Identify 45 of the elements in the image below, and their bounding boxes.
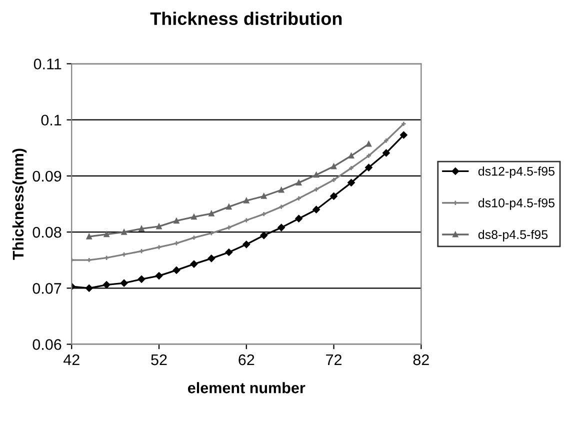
point	[365, 164, 372, 172]
x-tick-label: 42	[63, 354, 80, 366]
x-tick-label: 72	[326, 354, 342, 366]
point	[348, 179, 355, 186]
point	[120, 279, 128, 287]
x-axis-title: element number	[188, 382, 306, 394]
point	[86, 234, 92, 240]
y-tick-label: 0.11	[34, 58, 62, 70]
point	[242, 240, 250, 248]
x-tick-label: 52	[151, 354, 167, 366]
x-tick-label: 82	[413, 354, 429, 366]
point	[244, 198, 250, 204]
point	[348, 152, 354, 159]
point	[278, 187, 284, 193]
y-tick-label: 0.06	[32, 339, 62, 350]
legend-label: ds10-p4.5-f95	[478, 198, 555, 210]
point	[261, 193, 267, 199]
point	[278, 224, 285, 232]
point	[225, 248, 233, 256]
point	[330, 192, 338, 200]
point	[260, 232, 268, 240]
point	[366, 141, 372, 147]
point	[312, 206, 320, 214]
point	[138, 276, 146, 283]
point	[382, 149, 390, 157]
point	[172, 266, 180, 274]
point	[102, 281, 110, 288]
point	[85, 284, 93, 292]
point	[295, 214, 302, 222]
y-tick-label: 0.1	[41, 114, 62, 126]
legend-label: ds12-p4.5-f95	[478, 166, 555, 178]
point	[155, 272, 163, 280]
y-tick-label: 0.08	[32, 226, 62, 238]
y-tick-label: 0.09	[32, 170, 62, 182]
legend-label: ds8-p4.5-f95	[478, 230, 548, 242]
point	[208, 210, 214, 216]
point	[208, 254, 216, 262]
y-tick-label: 0.07	[32, 283, 62, 294]
y-axis-title: Thickness(mm)	[12, 148, 27, 260]
chart-title: Thickness distribution	[150, 12, 342, 26]
point	[190, 260, 198, 268]
x-tick-label: 62	[238, 354, 254, 366]
point	[296, 180, 302, 186]
point	[138, 226, 144, 232]
point	[400, 131, 408, 139]
